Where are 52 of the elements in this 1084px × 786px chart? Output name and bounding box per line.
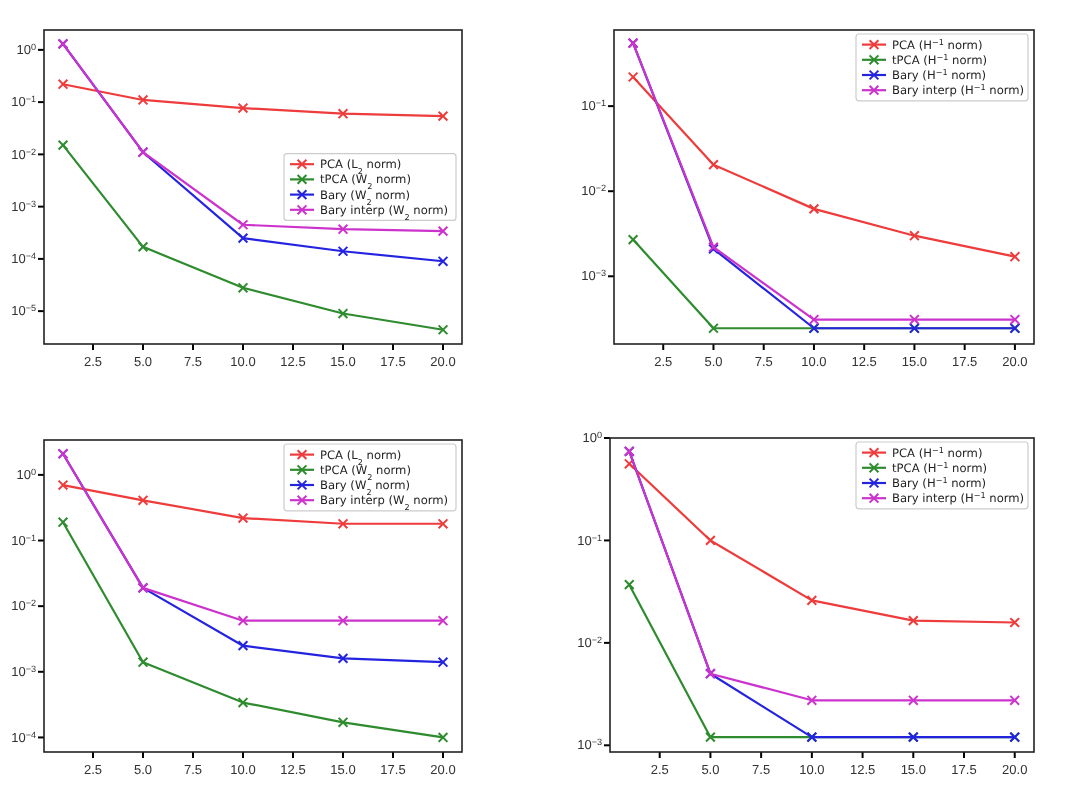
point [237, 102, 249, 114]
point [623, 458, 635, 470]
point [808, 203, 820, 215]
point [909, 230, 920, 242]
point [1009, 694, 1021, 706]
point [705, 535, 716, 546]
point [907, 694, 919, 706]
point [237, 615, 249, 627]
point [237, 232, 249, 244]
point [237, 640, 249, 652]
point [137, 494, 149, 506]
point [623, 579, 635, 591]
point [437, 255, 449, 267]
point [437, 110, 449, 122]
point [806, 594, 818, 606]
point [437, 225, 449, 237]
point [437, 324, 449, 336]
point [57, 479, 69, 491]
point [337, 653, 349, 664]
point [337, 716, 349, 728]
point [57, 78, 69, 90]
point [237, 512, 249, 524]
point [1009, 314, 1021, 325]
point [337, 308, 349, 319]
point [1009, 617, 1021, 628]
point [57, 139, 69, 151]
point [337, 245, 349, 257]
point [137, 656, 149, 668]
point [337, 615, 349, 627]
point [137, 94, 149, 106]
point [909, 314, 920, 325]
point [708, 159, 719, 171]
point [237, 282, 249, 294]
point [627, 71, 639, 83]
point [337, 108, 349, 120]
point [437, 656, 449, 668]
point [237, 697, 249, 708]
point [337, 223, 349, 235]
point [437, 518, 449, 530]
point [237, 219, 249, 231]
point [1009, 251, 1021, 263]
point [57, 516, 69, 528]
point [627, 234, 639, 245]
point [137, 241, 149, 253]
point [907, 615, 919, 626]
point [437, 615, 449, 627]
point [808, 314, 820, 325]
point [705, 731, 716, 743]
point [337, 518, 349, 530]
point [437, 732, 449, 743]
point [806, 694, 818, 706]
point [708, 322, 719, 334]
